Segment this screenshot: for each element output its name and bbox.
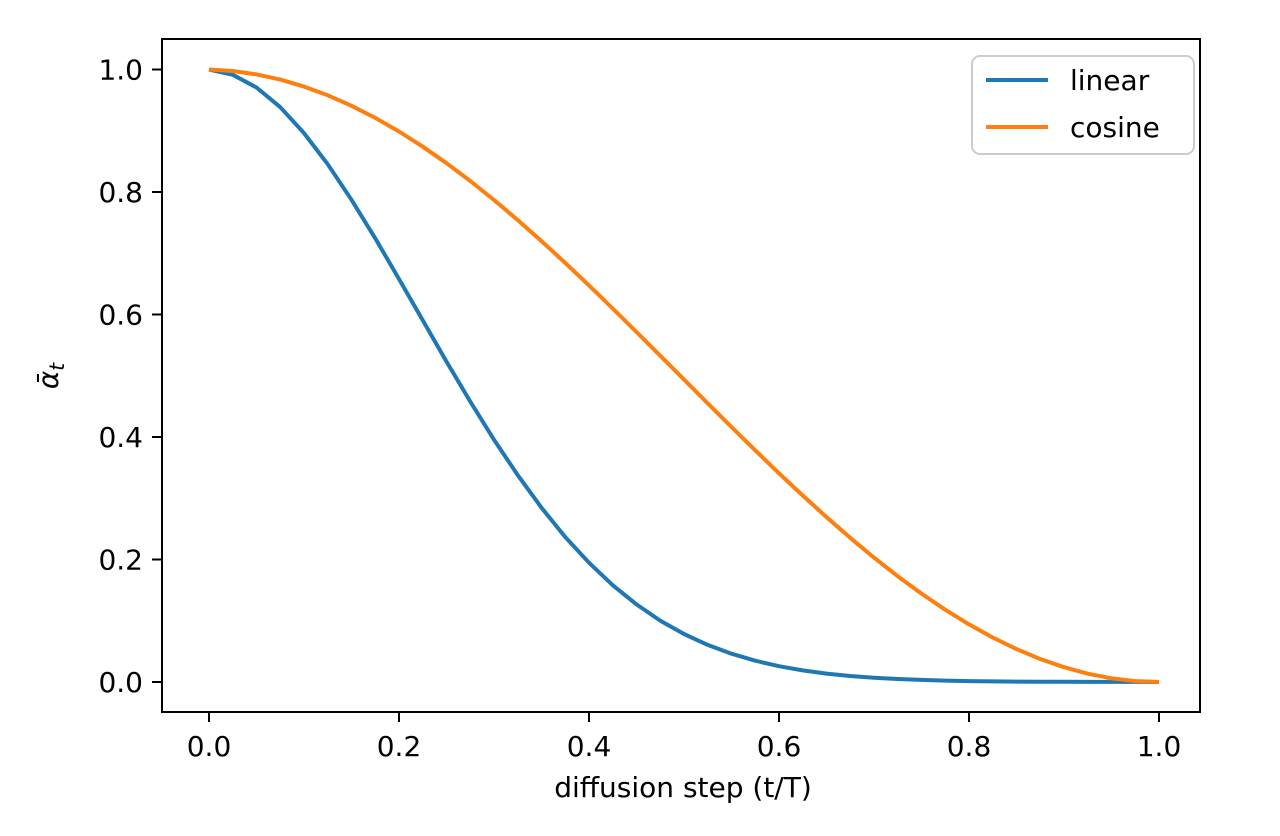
series-line-cosine xyxy=(208,67,1160,684)
x-axis-label: diffusion step (t/T) xyxy=(554,771,812,804)
x-tick-label: 0.4 xyxy=(567,730,612,763)
legend-label-linear: linear xyxy=(1070,64,1150,97)
x-tick-label: 0.0 xyxy=(187,730,232,763)
legend: linear cosine xyxy=(971,55,1195,155)
y-tick-label: 0.0 xyxy=(98,666,143,699)
y-axis-label: ᾱt xyxy=(32,362,69,389)
y-tick-label: 0.8 xyxy=(98,176,143,209)
y-tick-label: 0.4 xyxy=(98,421,143,454)
x-tick-label: 0.6 xyxy=(757,730,802,763)
y-axis-ticks: 0.0 0.2 0.4 0.6 0.8 1.0 xyxy=(98,54,162,699)
y-axis-label-subscript: t xyxy=(45,362,69,371)
x-tick-label: 0.2 xyxy=(377,730,422,763)
x-tick-label: 0.8 xyxy=(947,730,992,763)
y-tick-label: 0.6 xyxy=(98,299,143,332)
y-axis-label-symbol: ᾱ xyxy=(32,370,65,389)
plot-frame xyxy=(161,38,1201,713)
series-line-linear xyxy=(208,67,1160,684)
x-tick-label: 1.0 xyxy=(1137,730,1182,763)
legend-label-cosine: cosine xyxy=(1070,111,1160,144)
y-tick-label: 0.2 xyxy=(98,544,143,577)
x-axis-ticks: 0.0 0.2 0.4 0.6 0.8 1.0 xyxy=(187,712,1182,763)
y-tick-label: 1.0 xyxy=(98,54,143,87)
plot-series xyxy=(208,67,1160,684)
